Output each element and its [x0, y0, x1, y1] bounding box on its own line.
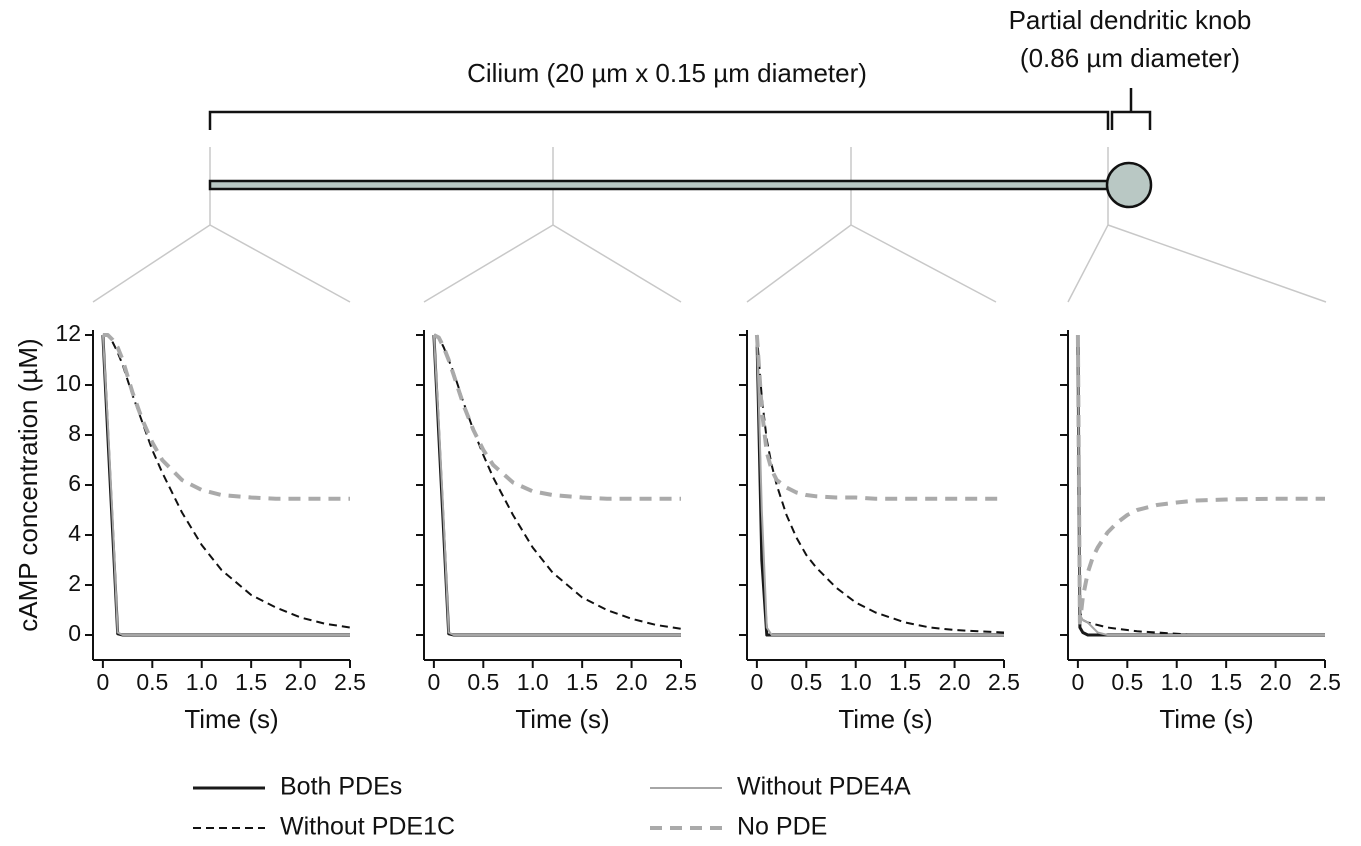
legend-label: Both PDEs [280, 773, 402, 801]
y-axis-label: cAMP concentration (µM) [13, 338, 43, 631]
y-tick-label: 6 [68, 470, 81, 496]
x-tick-label: 1.0 [840, 669, 872, 695]
x-tick-label: 1.5 [235, 669, 267, 695]
legend-label: No PDE [737, 813, 827, 841]
legend-label: Without PDE1C [280, 813, 455, 841]
series-line [432, 333, 681, 501]
x-axis-label: Time (s) [515, 704, 609, 734]
series-line [102, 334, 351, 629]
cilium [208, 179, 1112, 191]
chart: 0 2 4 6 8 10 12 0 0.5 1.0 1.5 2.0 2.5 Time (s) cAMP co… [13, 320, 366, 734]
knob-bracket [1110, 88, 1152, 130]
x-tick-label: 2.0 [939, 669, 971, 695]
x-tick-label: 1.0 [1161, 669, 1193, 695]
series-line [433, 334, 682, 630]
x-tick-label: 2.0 [1260, 669, 1292, 695]
legend-label: Without PDE4A [737, 773, 911, 801]
zoom-lines [92, 147, 1327, 303]
knob-label: Partial dendritic knob [1009, 5, 1252, 35]
x-tick-label: 0.5 [136, 669, 168, 695]
cilium-bracket [208, 110, 1110, 130]
series-line [1076, 334, 1325, 636]
x-tick-label: 2.5 [334, 669, 366, 695]
x-tick-label: 1.0 [186, 669, 218, 695]
series-line [1076, 334, 1325, 637]
series-line [432, 334, 681, 636]
cilium-label: Cilium (20 µm x 0.15 µm diameter) [467, 58, 867, 88]
x-axis-label: Time (s) [1159, 704, 1253, 734]
y-tick-label: 12 [55, 320, 81, 346]
series-line [101, 334, 350, 637]
x-tick-label: 2.5 [988, 669, 1020, 695]
y-tick-label: 2 [68, 570, 81, 596]
y-tick-label: 10 [55, 370, 81, 396]
x-tick-label: 2.5 [1309, 669, 1341, 695]
series-line [1076, 334, 1325, 636]
x-tick-label: 1.5 [1210, 669, 1242, 695]
series-line [101, 334, 350, 636]
x-tick-label: 1.0 [517, 669, 549, 695]
series-line [1075, 334, 1325, 625]
x-tick-label: 0.5 [467, 669, 499, 695]
series-line [755, 334, 1005, 634]
series-line [754, 334, 1004, 501]
x-tick-label: 2.5 [665, 669, 697, 695]
x-tick-label: 2.0 [285, 669, 317, 695]
x-tick-label: 0.5 [1111, 669, 1143, 695]
series-line [755, 334, 1004, 636]
chart: 0 0.5 1.0 1.5 2.0 2.5 Time (s) [739, 330, 1020, 734]
series-line [432, 334, 681, 637]
legend: Both PDEs Without PDE1C Without PDE4A No PD… [193, 773, 911, 841]
y-tick-label: 8 [68, 420, 81, 446]
x-tick-label: 0.5 [790, 669, 822, 695]
chart: 0 0.5 1.0 1.5 2.0 2.5 Time (s) [1060, 330, 1341, 734]
y-tick-label: 0 [68, 620, 81, 646]
y-tick-label: 4 [68, 520, 81, 546]
x-tick-label: 0 [427, 669, 440, 695]
series-line [102, 333, 350, 501]
x-tick-label: 0 [96, 669, 109, 695]
chart: 0 0.5 1.0 1.5 2.0 2.5 Time (s) [416, 330, 697, 734]
knob-label: (0.86 µm diameter) [1020, 43, 1240, 73]
x-tick-label: 1.5 [566, 669, 598, 695]
x-tick-label: 2.0 [616, 669, 648, 695]
x-axis-label: Time (s) [184, 704, 278, 734]
x-tick-label: 0 [750, 669, 763, 695]
dendritic-knob [1105, 161, 1153, 209]
x-tick-label: 1.5 [889, 669, 921, 695]
x-tick-label: 0 [1071, 669, 1084, 695]
series-line [755, 334, 1004, 637]
schematic: Cilium (20 µm x 0.15 µm diameter) Partia… [92, 5, 1327, 303]
x-axis-label: Time (s) [838, 704, 932, 734]
